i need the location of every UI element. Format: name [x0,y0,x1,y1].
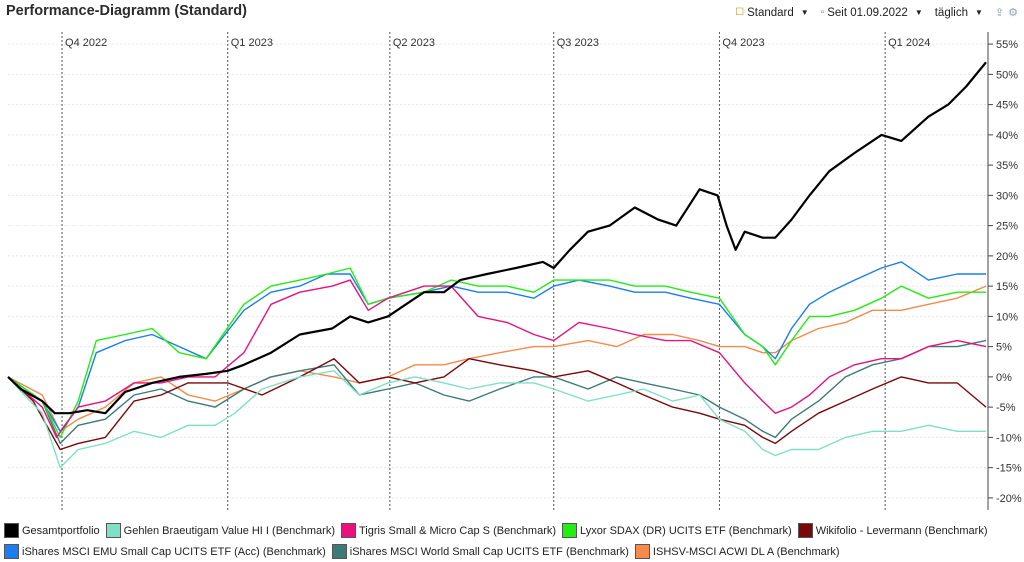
y-tick-label: 5% [996,342,1012,354]
y-tick-label: 0% [996,372,1012,384]
legend-swatch [797,523,813,538]
legend-item[interactable]: Tigris Small & Micro Cap S (Benchmark) [341,523,556,538]
series-line-6 [7,339,987,445]
range-select-label: Seit 01.09.2022 [827,6,908,19]
legend-label: ISHSV-MSCI ACWI DL A (Benchmark) [652,545,840,558]
legend-label: Tigris Small & Micro Cap S (Benchmark) [359,524,557,537]
performance-chart: Q4 2022 Q1 2023 Q2 2023 Q3 2023 Q4 2023 Q1 20… [7,32,1022,510]
chart-series [7,61,987,469]
quarter-label: Q4 2022 [65,37,107,49]
y-tick-label: 45% [996,100,1018,112]
legend-item[interactable]: iShares MSCI EMU Small Cap UCITS ETF (Ac… [4,544,326,559]
y-tick-label: 40% [996,130,1018,142]
chart-grid: Q4 2022 Q1 2023 Q2 2023 Q3 2023 Q4 2023 Q1 20… [8,32,988,510]
legend-swatch [562,523,578,538]
legend-row: Gesamtportfolio Gehlen Braeutigam Value H… [4,520,1014,541]
quarter-label: Q2 2023 [393,37,435,49]
calendar-icon: ▫ [820,7,825,18]
y-tick-label: 30% [996,190,1018,202]
series-line-3 [7,267,986,439]
legend-label: Gesamtportfolio [22,524,100,537]
chart-toolbar: ☐ Standard ▼ ▫ Seit 01.09.2022 ▼ täglich… [735,6,1018,20]
range-select[interactable]: ▫ Seit 01.09.2022 ▼ [821,7,931,19]
quarter-label: Q1 2024 [888,37,930,49]
legend-label: Gehlen Braeutigam Value HI I (Benchmark) [123,524,335,537]
page-title: Performance-Diagramm (Standard) [6,3,247,19]
legend-item[interactable]: Wikifolio - Levermann (Benchmark) [797,523,988,538]
quarter-label: Q3 2023 [557,37,599,49]
legend-item[interactable]: iShares MSCI World Small Cap UCITS ETF (… [331,544,629,559]
series-line-0 [7,61,987,415]
quarter-label: Q4 2023 [722,37,764,49]
quarter-label: Q1 2023 [231,37,273,49]
y-tick-label: -10% [996,432,1022,444]
chevron-down-icon: ▼ [974,8,983,17]
y-tick-label: 35% [996,160,1018,172]
y-tick-label: -5% [996,402,1016,414]
interval-select-label: täglich [934,6,968,19]
legend-label: iShares MSCI World Small Cap UCITS ETF (… [349,545,629,558]
chevron-down-icon: ▼ [800,8,809,17]
y-tick-label: 55% [996,39,1018,51]
interval-select[interactable]: täglich ▼ [935,7,991,19]
y-axis: 55% 50% 45% 40% 35% 30% 25% 20% 15% 10% 5% 0% -5% -10… [987,32,1022,510]
legend-swatch [4,523,19,538]
y-tick-label: 50% [996,69,1018,81]
legend-row: iShares MSCI EMU Small Cap UCITS ETF (Ac… [4,541,1014,562]
series-line-2 [7,279,987,439]
view-select[interactable]: ☐ Standard ▼ [735,7,817,19]
view-select-label: Standard [747,6,794,19]
y-tick-label: 25% [996,221,1018,233]
series-line-1 [7,370,986,469]
legend-swatch [105,523,121,538]
legend-swatch [331,544,347,559]
series-line-7 [7,285,987,432]
legend-item[interactable]: Gesamtportfolio [4,523,100,538]
y-tick-label: -20% [996,493,1022,505]
upload-icon[interactable]: ⇪ [994,7,1005,19]
series-line-4 [7,358,987,451]
legend-swatch [341,523,356,538]
legend-item[interactable]: ISHSV-MSCI ACWI DL A (Benchmark) [634,544,840,559]
legend-swatch [634,544,650,559]
chevron-down-icon: ▼ [914,8,923,17]
y-tick-label: -15% [996,463,1022,475]
legend-item[interactable]: Lyxor SDAX (DR) UCITS ETF (Benchmark) [562,523,792,538]
y-tick-label: 20% [996,251,1018,263]
y-tick-label: 15% [996,281,1018,293]
legend-label: Lyxor SDAX (DR) UCITS ETF (Benchmark) [580,524,792,537]
y-tick-label: 10% [996,311,1018,323]
legend-label: Wikifolio - Levermann (Benchmark) [815,524,988,537]
doc-icon: ☐ [735,7,745,18]
legend-swatch [4,544,19,559]
gear-icon[interactable]: ⚙ [1008,7,1018,19]
legend-item[interactable]: Gehlen Braeutigam Value HI I (Benchmark) [105,523,335,538]
chart-legend: Gesamtportfolio Gehlen Braeutigam Value H… [4,520,1014,562]
legend-label: iShares MSCI EMU Small Cap UCITS ETF (Ac… [22,545,326,558]
